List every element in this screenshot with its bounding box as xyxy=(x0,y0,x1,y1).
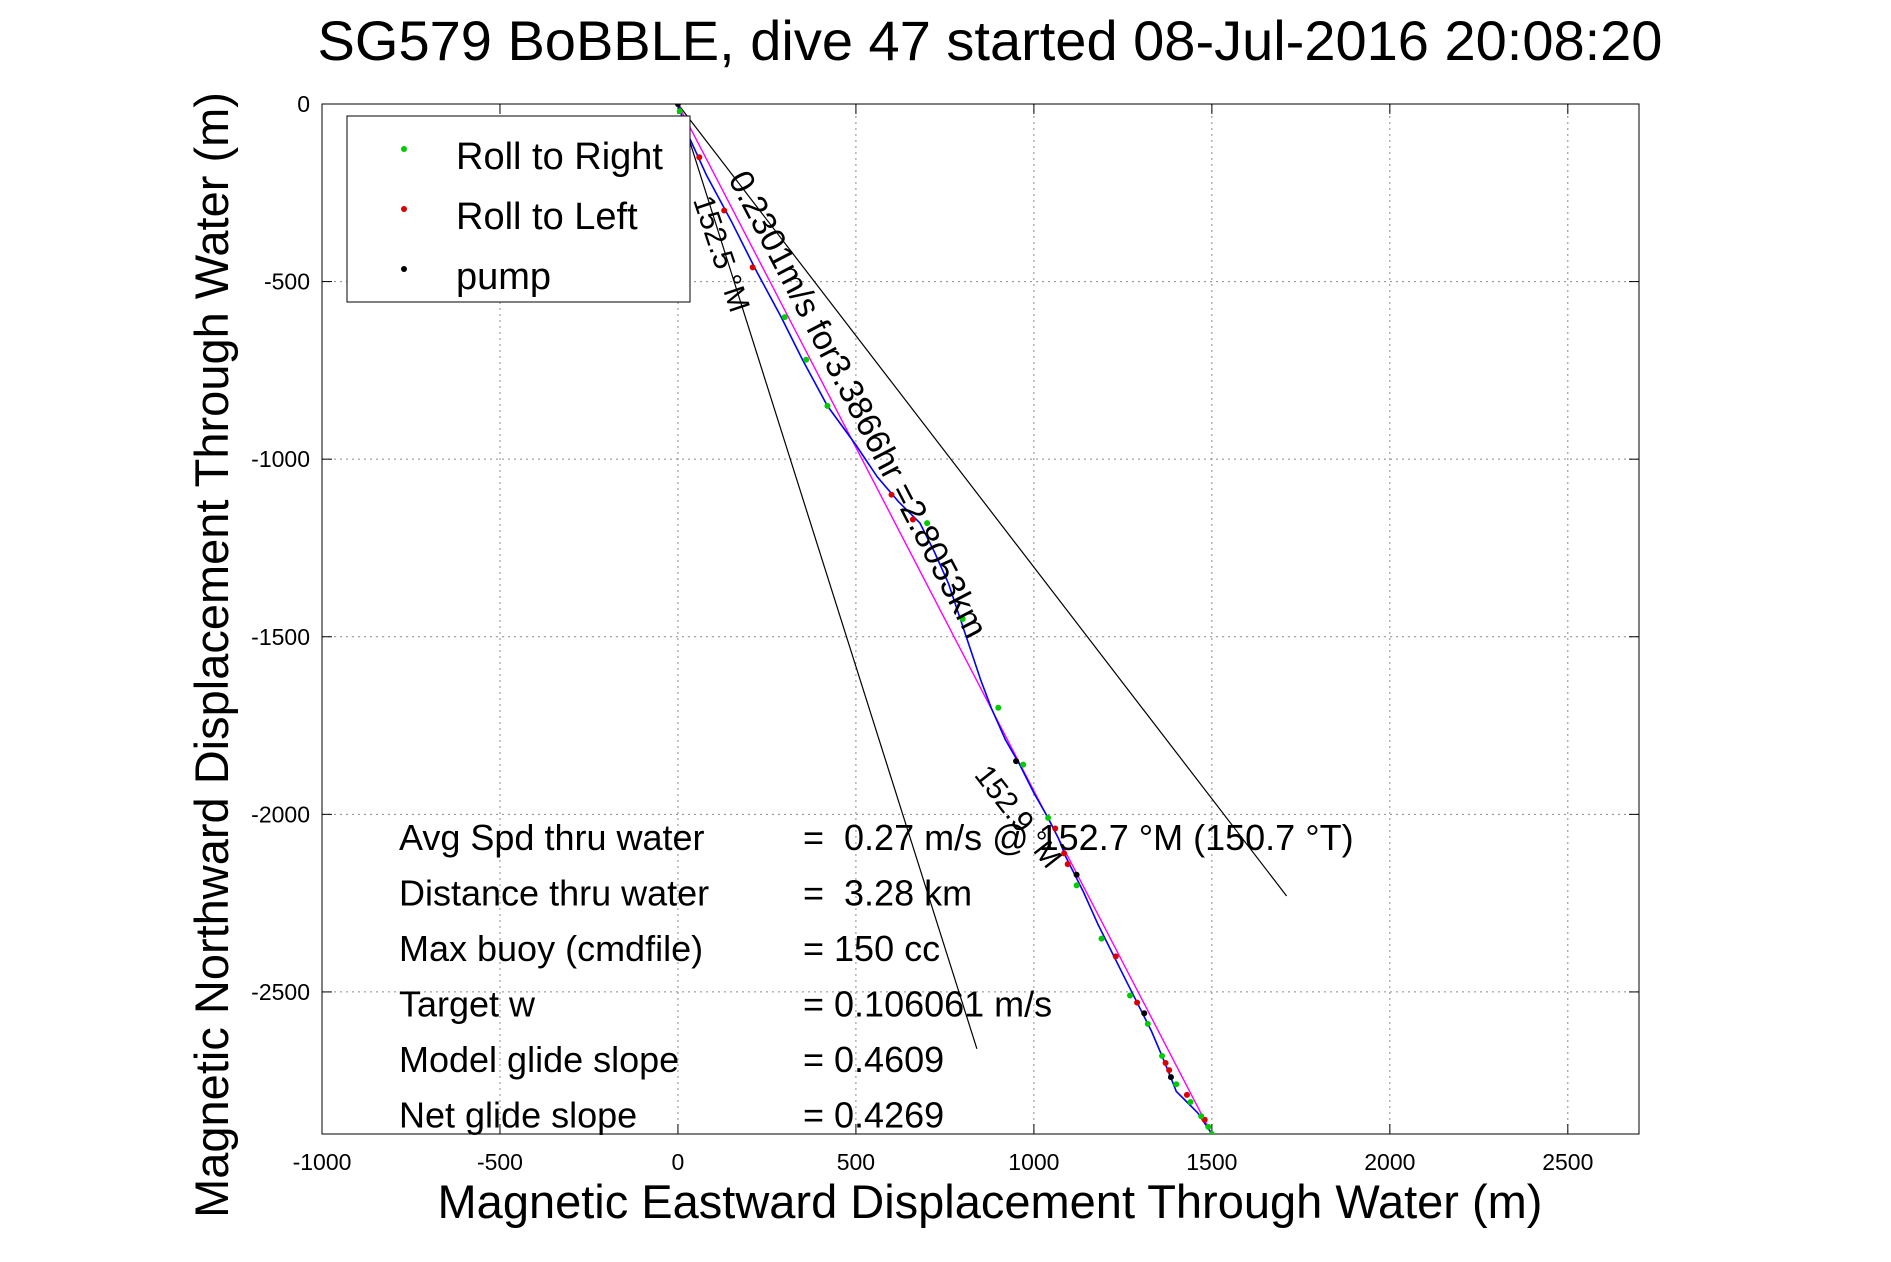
stats-block: Avg Spd thru water = 0.27 m/s @ 152.7 °M … xyxy=(399,817,1354,1136)
chart-title: SG579 BoBBLE, dive 47 started 08-Jul-201… xyxy=(318,9,1663,72)
roll-right-point xyxy=(1159,1052,1166,1059)
stat-value: = 0.4269 xyxy=(803,1095,944,1136)
roll-right-point xyxy=(1073,882,1080,889)
x-tick-label: 0 xyxy=(672,1149,685,1175)
x-tick-label: 500 xyxy=(837,1149,875,1175)
x-tick-label: 2000 xyxy=(1364,1149,1415,1175)
roll-left-point xyxy=(721,207,728,214)
legend-label: pump xyxy=(456,256,551,298)
roll-left-point xyxy=(909,516,916,523)
net-displacement-line xyxy=(677,104,1213,1134)
roll-right-point xyxy=(1144,1020,1151,1027)
y-axis-label: Magnetic Northward Displacement Through … xyxy=(185,92,238,1218)
x-tick-label: -1000 xyxy=(293,1149,352,1175)
stat-value: = 0.4609 xyxy=(803,1039,944,1080)
roll-right-point xyxy=(781,314,788,321)
x-tick-label: 1500 xyxy=(1186,1149,1237,1175)
y-tick-label: -2000 xyxy=(251,801,310,827)
plot-area-border xyxy=(321,103,1640,1135)
roll-left-point xyxy=(1166,1067,1173,1074)
legend: Roll to Right Roll to Left pump xyxy=(346,115,691,303)
roll-left-point xyxy=(1052,825,1059,832)
roll-right-point xyxy=(824,402,831,409)
roll-right-point xyxy=(803,356,810,363)
x-tick-labels: -1000 -500 0 500 1000 1500 2000 2500 xyxy=(293,1149,1594,1175)
heading-cone-line xyxy=(677,104,978,1049)
stat-label: Max buoy (cmdfile) xyxy=(399,928,703,969)
roll-left-point xyxy=(1162,1059,1169,1066)
roll-right-point xyxy=(959,616,966,622)
pump-point xyxy=(1073,871,1080,878)
roll-right-point xyxy=(1198,1113,1205,1120)
legend-label: Roll to Left xyxy=(456,196,638,238)
legend-marker xyxy=(401,206,407,212)
stat-label: Avg Spd thru water xyxy=(399,817,705,858)
glider-track-line xyxy=(677,104,1213,1134)
stat-value: = 150 cc xyxy=(803,928,940,969)
roll-right-point xyxy=(676,108,683,115)
roll-left-point xyxy=(1183,1091,1190,1098)
y-tick-label: -500 xyxy=(264,269,310,295)
y-tick-label: 0 xyxy=(297,91,310,117)
stat-value: = 0.106061 m/s xyxy=(803,984,1052,1025)
stat-label: Distance thru water xyxy=(399,873,709,914)
pump-point xyxy=(1141,1010,1148,1017)
stat-label: Net glide slope xyxy=(399,1095,637,1136)
legend-marker xyxy=(401,266,407,272)
roll-right-point xyxy=(924,520,931,527)
y-tick-label: -1500 xyxy=(251,624,310,650)
stat-value: = 0.27 m/s @ 152.7 °M (150.7 °T) xyxy=(803,817,1354,858)
roll-right-point xyxy=(1173,1081,1180,1088)
stat-label: Model glide slope xyxy=(399,1039,679,1080)
roll-right-point xyxy=(1020,761,1027,768)
x-tick-label: 2500 xyxy=(1542,1149,1593,1175)
roll-right-point xyxy=(1098,935,1105,942)
pump-point xyxy=(1013,758,1020,765)
heading-cone-line xyxy=(677,104,1288,897)
pump-point xyxy=(674,104,681,107)
series xyxy=(677,104,1288,1134)
roll-right-point xyxy=(1208,1131,1215,1134)
markers xyxy=(674,104,1215,1134)
roll-right-point xyxy=(1187,1099,1194,1106)
roll-left-point xyxy=(696,154,703,161)
roll-right-point xyxy=(1045,814,1052,821)
roll-right-point xyxy=(995,704,1002,711)
roll-left-point xyxy=(888,491,895,498)
x-axis-label: Magnetic Eastward Displacement Through W… xyxy=(438,1175,1543,1228)
legend-label: Roll to Right xyxy=(456,136,663,178)
roll-left-point xyxy=(749,264,756,271)
stat-label: Target w xyxy=(399,984,536,1025)
legend-marker xyxy=(401,146,407,152)
y-tick-labels: 0 -500 -1000 -1500 -2000 -2500 xyxy=(251,91,310,1005)
roll-right-point xyxy=(1205,1123,1212,1130)
grid xyxy=(322,104,1639,1134)
roll-left-point xyxy=(1134,999,1141,1006)
x-tick-label: 1000 xyxy=(1008,1149,1059,1175)
roll-right-point xyxy=(1126,992,1133,999)
pump-point xyxy=(1167,1074,1174,1081)
y-tick-label: -2500 xyxy=(251,979,310,1005)
stat-value: = 3.28 km xyxy=(803,873,972,914)
roll-left-point xyxy=(1061,850,1068,857)
y-tick-label: -1000 xyxy=(251,446,310,472)
x-tick-label: -500 xyxy=(477,1149,523,1175)
roll-left-point xyxy=(1112,953,1119,960)
roll-left-point xyxy=(1064,861,1071,868)
